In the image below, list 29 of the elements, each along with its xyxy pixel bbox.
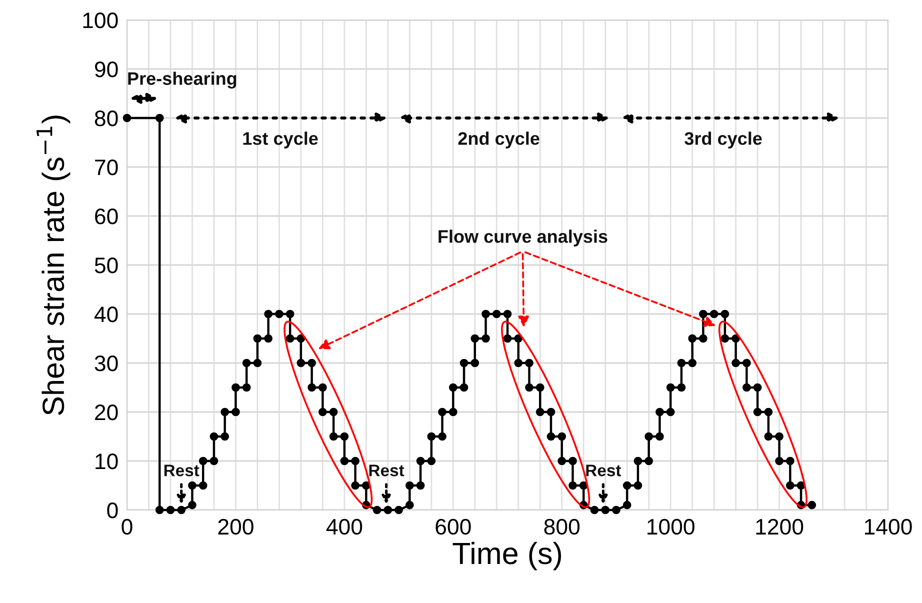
y-tick-label: 60 bbox=[95, 208, 118, 224]
x-tick-label: 0 bbox=[122, 518, 132, 535]
y-tick-label: 10 bbox=[96, 454, 118, 470]
y-axis-title: Shear strain rate (s$^{−1}$) bbox=[36, 116, 70, 416]
x-tick-label: 400 bbox=[326, 518, 362, 535]
y-tick-label: 70 bbox=[95, 160, 118, 176]
annotation: 1st cycle bbox=[243, 132, 318, 148]
y-tick-label: 30 bbox=[94, 356, 118, 372]
annotation: 3rd cycle bbox=[684, 132, 762, 148]
annotation: Rest bbox=[164, 464, 200, 476]
y-tick-label: 0 bbox=[107, 502, 118, 518]
annotation: Rest bbox=[586, 464, 622, 476]
x-tick-label: 600 bbox=[436, 518, 471, 535]
x-tick-label: 200 bbox=[218, 518, 254, 535]
x-tick-label: 1400 bbox=[864, 518, 912, 535]
y-tick-label: 80 bbox=[94, 110, 118, 126]
annotation: 2nd cycle bbox=[458, 132, 540, 148]
y-tick-label: 90 bbox=[94, 62, 118, 78]
x-tick-label: 1000 bbox=[648, 518, 694, 535]
annotation: Flow curve analysis bbox=[438, 230, 608, 246]
x-axis-title: Time (s) bbox=[452, 542, 562, 570]
y-tick-label: 50 bbox=[94, 258, 118, 274]
y-tick-label: 100 bbox=[83, 12, 118, 28]
x-tick-label: 1200 bbox=[756, 518, 804, 535]
annotation: Pre-shearing bbox=[128, 72, 236, 89]
x-tick-label: 800 bbox=[544, 518, 580, 535]
y-tick-label: 40 bbox=[94, 306, 118, 322]
annotation: Rest bbox=[369, 464, 404, 476]
y-tick-label: 20 bbox=[95, 404, 118, 420]
